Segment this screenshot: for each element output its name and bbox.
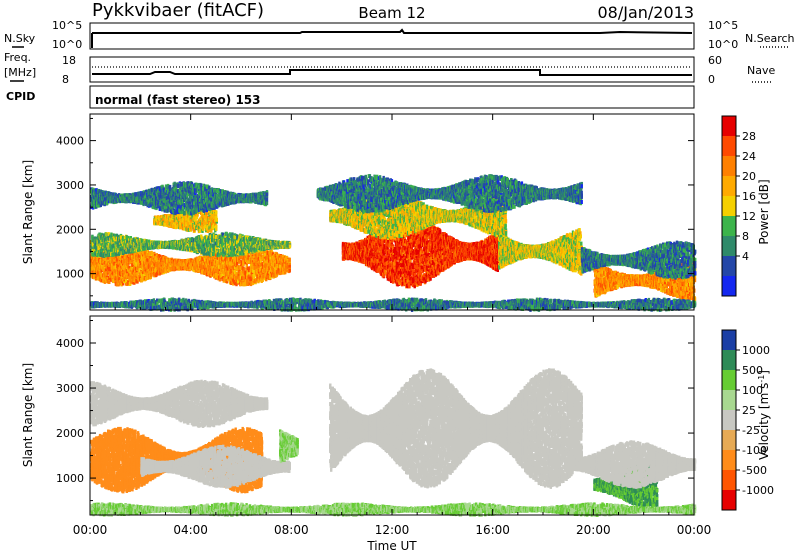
- nsearch-tick-low: 10^0: [708, 38, 738, 51]
- radar-summary-figure: Pykkvibaer (fitACF) Beam 12 08/Jan/2013 …: [0, 0, 800, 554]
- nsearch-label: N.Search: [745, 32, 795, 45]
- power-heatmap-marks: [90, 174, 696, 312]
- nsky-tick-low: 10^0: [52, 38, 82, 51]
- nsky-line: [92, 30, 692, 33]
- nave-tick-low: 0: [708, 73, 715, 86]
- freq-line: [92, 70, 692, 75]
- nsky-label: N.Sky: [4, 32, 36, 45]
- freq-tick-low: 8: [62, 73, 69, 86]
- freq-tick-high: 18: [62, 54, 76, 67]
- nsky-panel: [90, 23, 694, 49]
- nave-tick-high: 60: [708, 54, 722, 67]
- date-label: 08/Jan/2013: [597, 3, 694, 22]
- freq-label-line2: [MHz]: [4, 66, 36, 79]
- nsky-tick-high: 10^5: [52, 19, 82, 32]
- freq-label-line1: Freq.: [4, 51, 31, 64]
- nsearch-tick-high: 10^5: [708, 19, 738, 32]
- plot-title: Pykkvibaer (fitACF): [92, 0, 264, 21]
- nave-label: Nave: [747, 64, 775, 77]
- beam-label: Beam 12: [358, 4, 425, 22]
- cpid-text: normal (fast stereo) 153: [95, 93, 261, 107]
- cpid-label: CPID: [6, 90, 35, 103]
